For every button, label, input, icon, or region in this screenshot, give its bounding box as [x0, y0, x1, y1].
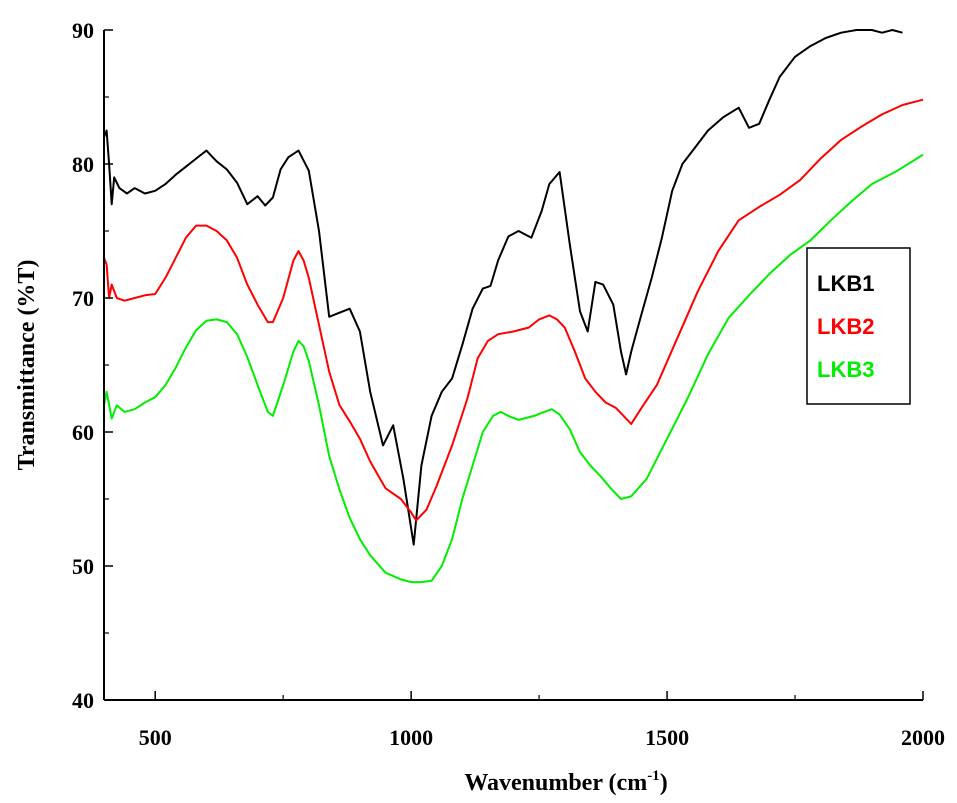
y-axis-title: Transmittance (%T) [14, 260, 40, 471]
legend-label-lkb1: LKB1 [817, 271, 874, 296]
x-axis-title-superscript: -1 [647, 768, 660, 784]
x-tick-label-1000: 1000 [389, 725, 433, 750]
x-tick-label-500: 500 [139, 725, 172, 750]
series-line-lkb1 [103, 29, 903, 546]
y-tick-label-70: 70 [72, 286, 94, 311]
y-tick-label-90: 90 [72, 18, 94, 43]
tick-marks [104, 29, 924, 701]
plot-area [103, 29, 924, 584]
y-tick-label-40: 40 [72, 688, 94, 713]
x-tick-label-2000: 2000 [901, 725, 945, 750]
y-tick-label-50: 50 [72, 554, 94, 579]
tick-labels: 500 1000 1500 2000 40 50 60 70 80 90 [72, 18, 945, 750]
legend-label-lkb3: LKB3 [817, 357, 874, 382]
series-line-lkb2 [103, 98, 924, 522]
legend: LKB1 LKB2 LKB3 [806, 247, 911, 405]
x-axis-title-main: Wavenumber (cm [464, 770, 647, 796]
x-tick-label-1500: 1500 [645, 725, 689, 750]
legend-box [806, 247, 911, 405]
legend-label-lkb2: LKB2 [817, 314, 874, 339]
x-axis-title: Wavenumber (cm-1) [464, 768, 667, 796]
y-tick-label-80: 80 [72, 152, 94, 177]
x-axis-title-tail: ) [660, 770, 668, 796]
axes [103, 30, 923, 701]
series-line-lkb3 [103, 153, 924, 584]
y-tick-label-60: 60 [72, 420, 94, 445]
